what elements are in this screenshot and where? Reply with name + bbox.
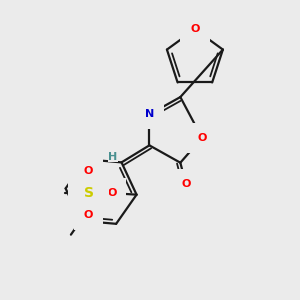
Text: N: N (145, 110, 154, 119)
Text: O: O (190, 24, 200, 34)
Text: O: O (84, 210, 93, 220)
Text: H: H (108, 152, 118, 162)
Text: O: O (84, 167, 93, 176)
Text: O: O (197, 133, 207, 143)
Text: O: O (181, 179, 190, 189)
Text: S: S (84, 186, 94, 200)
Text: O: O (107, 188, 116, 198)
